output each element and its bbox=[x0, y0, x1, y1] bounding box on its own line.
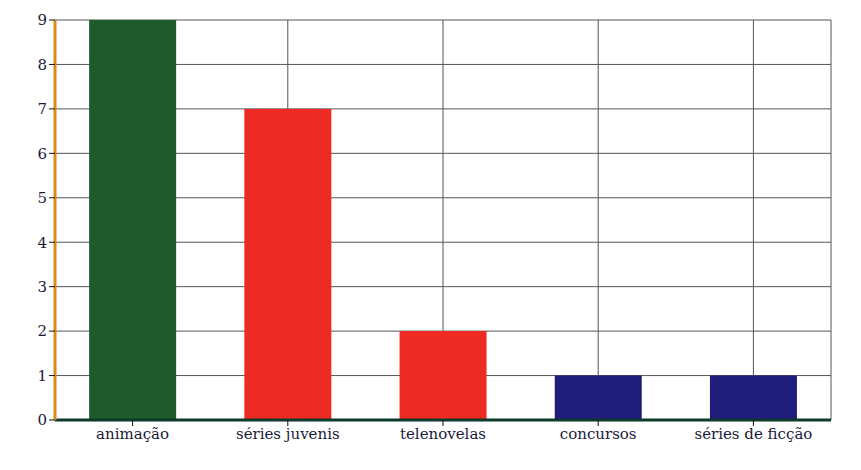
svg-text:1: 1 bbox=[37, 367, 47, 385]
svg-text:5: 5 bbox=[37, 189, 47, 207]
svg-text:8: 8 bbox=[37, 56, 47, 74]
svg-text:4: 4 bbox=[37, 234, 47, 252]
svg-text:animação: animação bbox=[96, 425, 169, 443]
svg-text:6: 6 bbox=[37, 145, 47, 163]
svg-text:9: 9 bbox=[37, 11, 47, 29]
svg-text:telenovelas: telenovelas bbox=[400, 425, 486, 443]
svg-text:2: 2 bbox=[37, 322, 47, 340]
svg-text:séries juvenis: séries juvenis bbox=[236, 425, 340, 443]
svg-text:séries de ficção: séries de ficção bbox=[694, 425, 812, 443]
svg-text:7: 7 bbox=[37, 100, 47, 118]
svg-text:0: 0 bbox=[37, 411, 47, 429]
svg-text:concursos: concursos bbox=[560, 425, 637, 443]
svg-text:3: 3 bbox=[37, 278, 47, 296]
